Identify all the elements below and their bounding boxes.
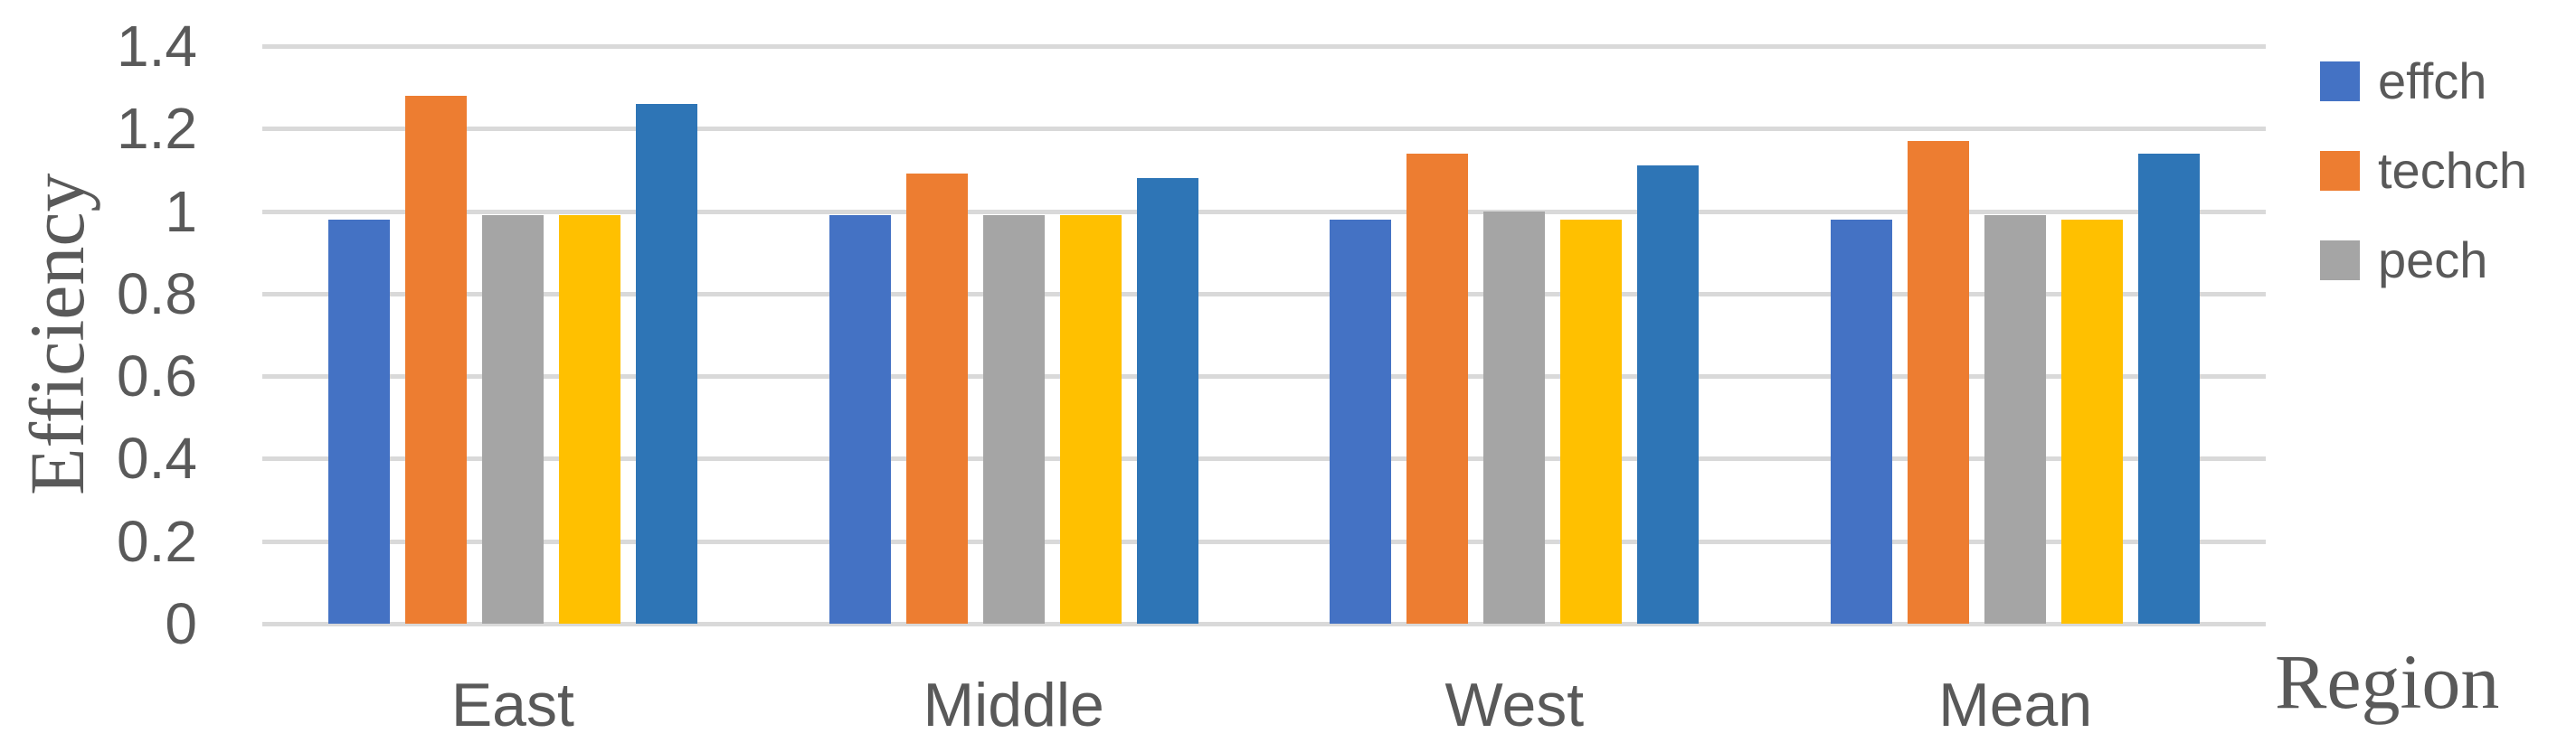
y-axis-tick-label: 1.2 bbox=[117, 96, 197, 162]
gridline bbox=[262, 622, 2266, 626]
bar-series5-east bbox=[635, 103, 697, 624]
gridline bbox=[262, 291, 2266, 296]
gridline bbox=[262, 209, 2266, 214]
gridline bbox=[262, 127, 2266, 132]
x-axis-category-label: East bbox=[450, 671, 574, 739]
legend-item: effch bbox=[2320, 56, 2527, 107]
gridline bbox=[262, 456, 2266, 462]
y-axis-tick-label: 0.8 bbox=[117, 260, 197, 326]
legend-item: pech bbox=[2320, 235, 2527, 286]
bar-series5-middle bbox=[1136, 178, 1198, 624]
y-axis-tick-label: 1.4 bbox=[117, 14, 197, 79]
x-axis-category-label: West bbox=[1444, 671, 1585, 739]
bar-techch-mean bbox=[1908, 140, 1970, 624]
legend-label: pech bbox=[2378, 231, 2488, 288]
y-axis-tick-label: 0 bbox=[165, 591, 197, 656]
x-axis-category-label: Middle bbox=[923, 671, 1104, 739]
bar-effch-east bbox=[327, 219, 390, 624]
legend: effch techch pech bbox=[2320, 56, 2527, 324]
y-axis-tick-label: 1 bbox=[165, 178, 197, 244]
bar-pech-west bbox=[1483, 211, 1546, 624]
bar-effch-west bbox=[1330, 219, 1392, 624]
gridline bbox=[262, 374, 2266, 380]
legend-swatch-icon bbox=[2320, 61, 2360, 101]
y-axis-tick-label: 0.4 bbox=[117, 426, 197, 492]
bar-series4-east bbox=[558, 215, 620, 624]
bar-pech-mean bbox=[1984, 215, 2047, 624]
legend-label: effch bbox=[2378, 52, 2487, 109]
legend-item: techch bbox=[2320, 146, 2527, 196]
bar-series4-mean bbox=[2061, 219, 2124, 624]
bar-techch-middle bbox=[905, 174, 968, 624]
x-axis-category-label: Mean bbox=[1938, 671, 2093, 739]
bar-techch-west bbox=[1406, 153, 1469, 624]
y-axis-tick-label: 0.6 bbox=[117, 343, 197, 409]
legend-swatch-icon bbox=[2320, 240, 2360, 280]
legend-swatch-icon bbox=[2320, 151, 2360, 191]
gridline bbox=[262, 539, 2266, 544]
bar-effch-mean bbox=[1831, 219, 1893, 624]
bar-series5-mean bbox=[2138, 153, 2201, 624]
gridline bbox=[262, 44, 2266, 49]
bar-series4-west bbox=[1560, 219, 1623, 624]
bar-pech-east bbox=[481, 215, 544, 624]
legend-label: techch bbox=[2378, 142, 2527, 199]
bar-series4-middle bbox=[1059, 215, 1122, 624]
bar-series5-west bbox=[1637, 165, 1700, 624]
x-axis-title: Region bbox=[2275, 638, 2500, 725]
bar-techch-east bbox=[404, 95, 467, 624]
bar-pech-middle bbox=[982, 215, 1045, 624]
y-axis-tick-label: 0.2 bbox=[117, 508, 197, 574]
bar-effch-middle bbox=[829, 215, 891, 624]
